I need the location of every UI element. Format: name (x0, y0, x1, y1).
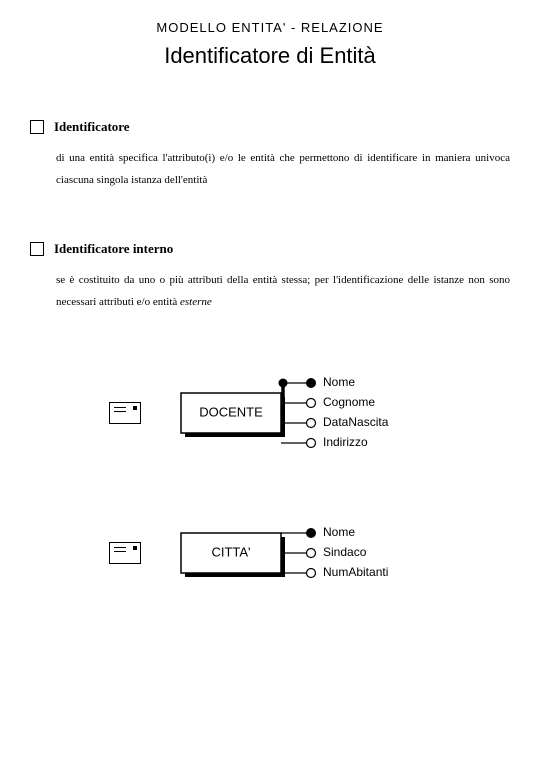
svg-text:Nome: Nome (323, 375, 355, 389)
envelope-icon (109, 402, 141, 424)
er-diagram-citta: CITTA' Nome Sindaco NumAbitanti (171, 513, 431, 593)
diagram-docente: DOCENTE Nome Cognome DataNascita Indirizzo (30, 363, 510, 463)
section-body-1: di una entità specifica l'attributo(i) e… (56, 147, 510, 191)
section-identificatore-interno: Identificatore interno se è costituito d… (30, 241, 510, 313)
section-title-2: Identificatore interno (54, 241, 173, 257)
envelope-icon (109, 542, 141, 564)
er-diagram-docente: DOCENTE Nome Cognome DataNascita Indirizzo (171, 363, 431, 463)
section-body-2: se è costituito da uno o più attributi d… (56, 269, 510, 313)
diagram-citta: CITTA' Nome Sindaco NumAbitanti (30, 513, 510, 593)
svg-text:Indirizzo: Indirizzo (323, 435, 368, 449)
bullet-checkbox-icon (30, 242, 44, 256)
header-small: MODELLO ENTITA' - RELAZIONE (30, 20, 510, 35)
svg-text:CITTA': CITTA' (211, 544, 250, 559)
svg-text:Cognome: Cognome (323, 395, 375, 409)
bullet-checkbox-icon (30, 120, 44, 134)
svg-text:DataNascita: DataNascita (323, 415, 389, 429)
svg-text:Nome: Nome (323, 525, 355, 539)
svg-text:DOCENTE: DOCENTE (199, 404, 263, 419)
svg-text:Sindaco: Sindaco (323, 545, 367, 559)
page-title: Identificatore di Entità (30, 43, 510, 69)
section-identificatore: Identificatore di una entità specifica l… (30, 119, 510, 191)
section-title-1: Identificatore (54, 119, 130, 135)
svg-text:NumAbitanti: NumAbitanti (323, 565, 388, 579)
